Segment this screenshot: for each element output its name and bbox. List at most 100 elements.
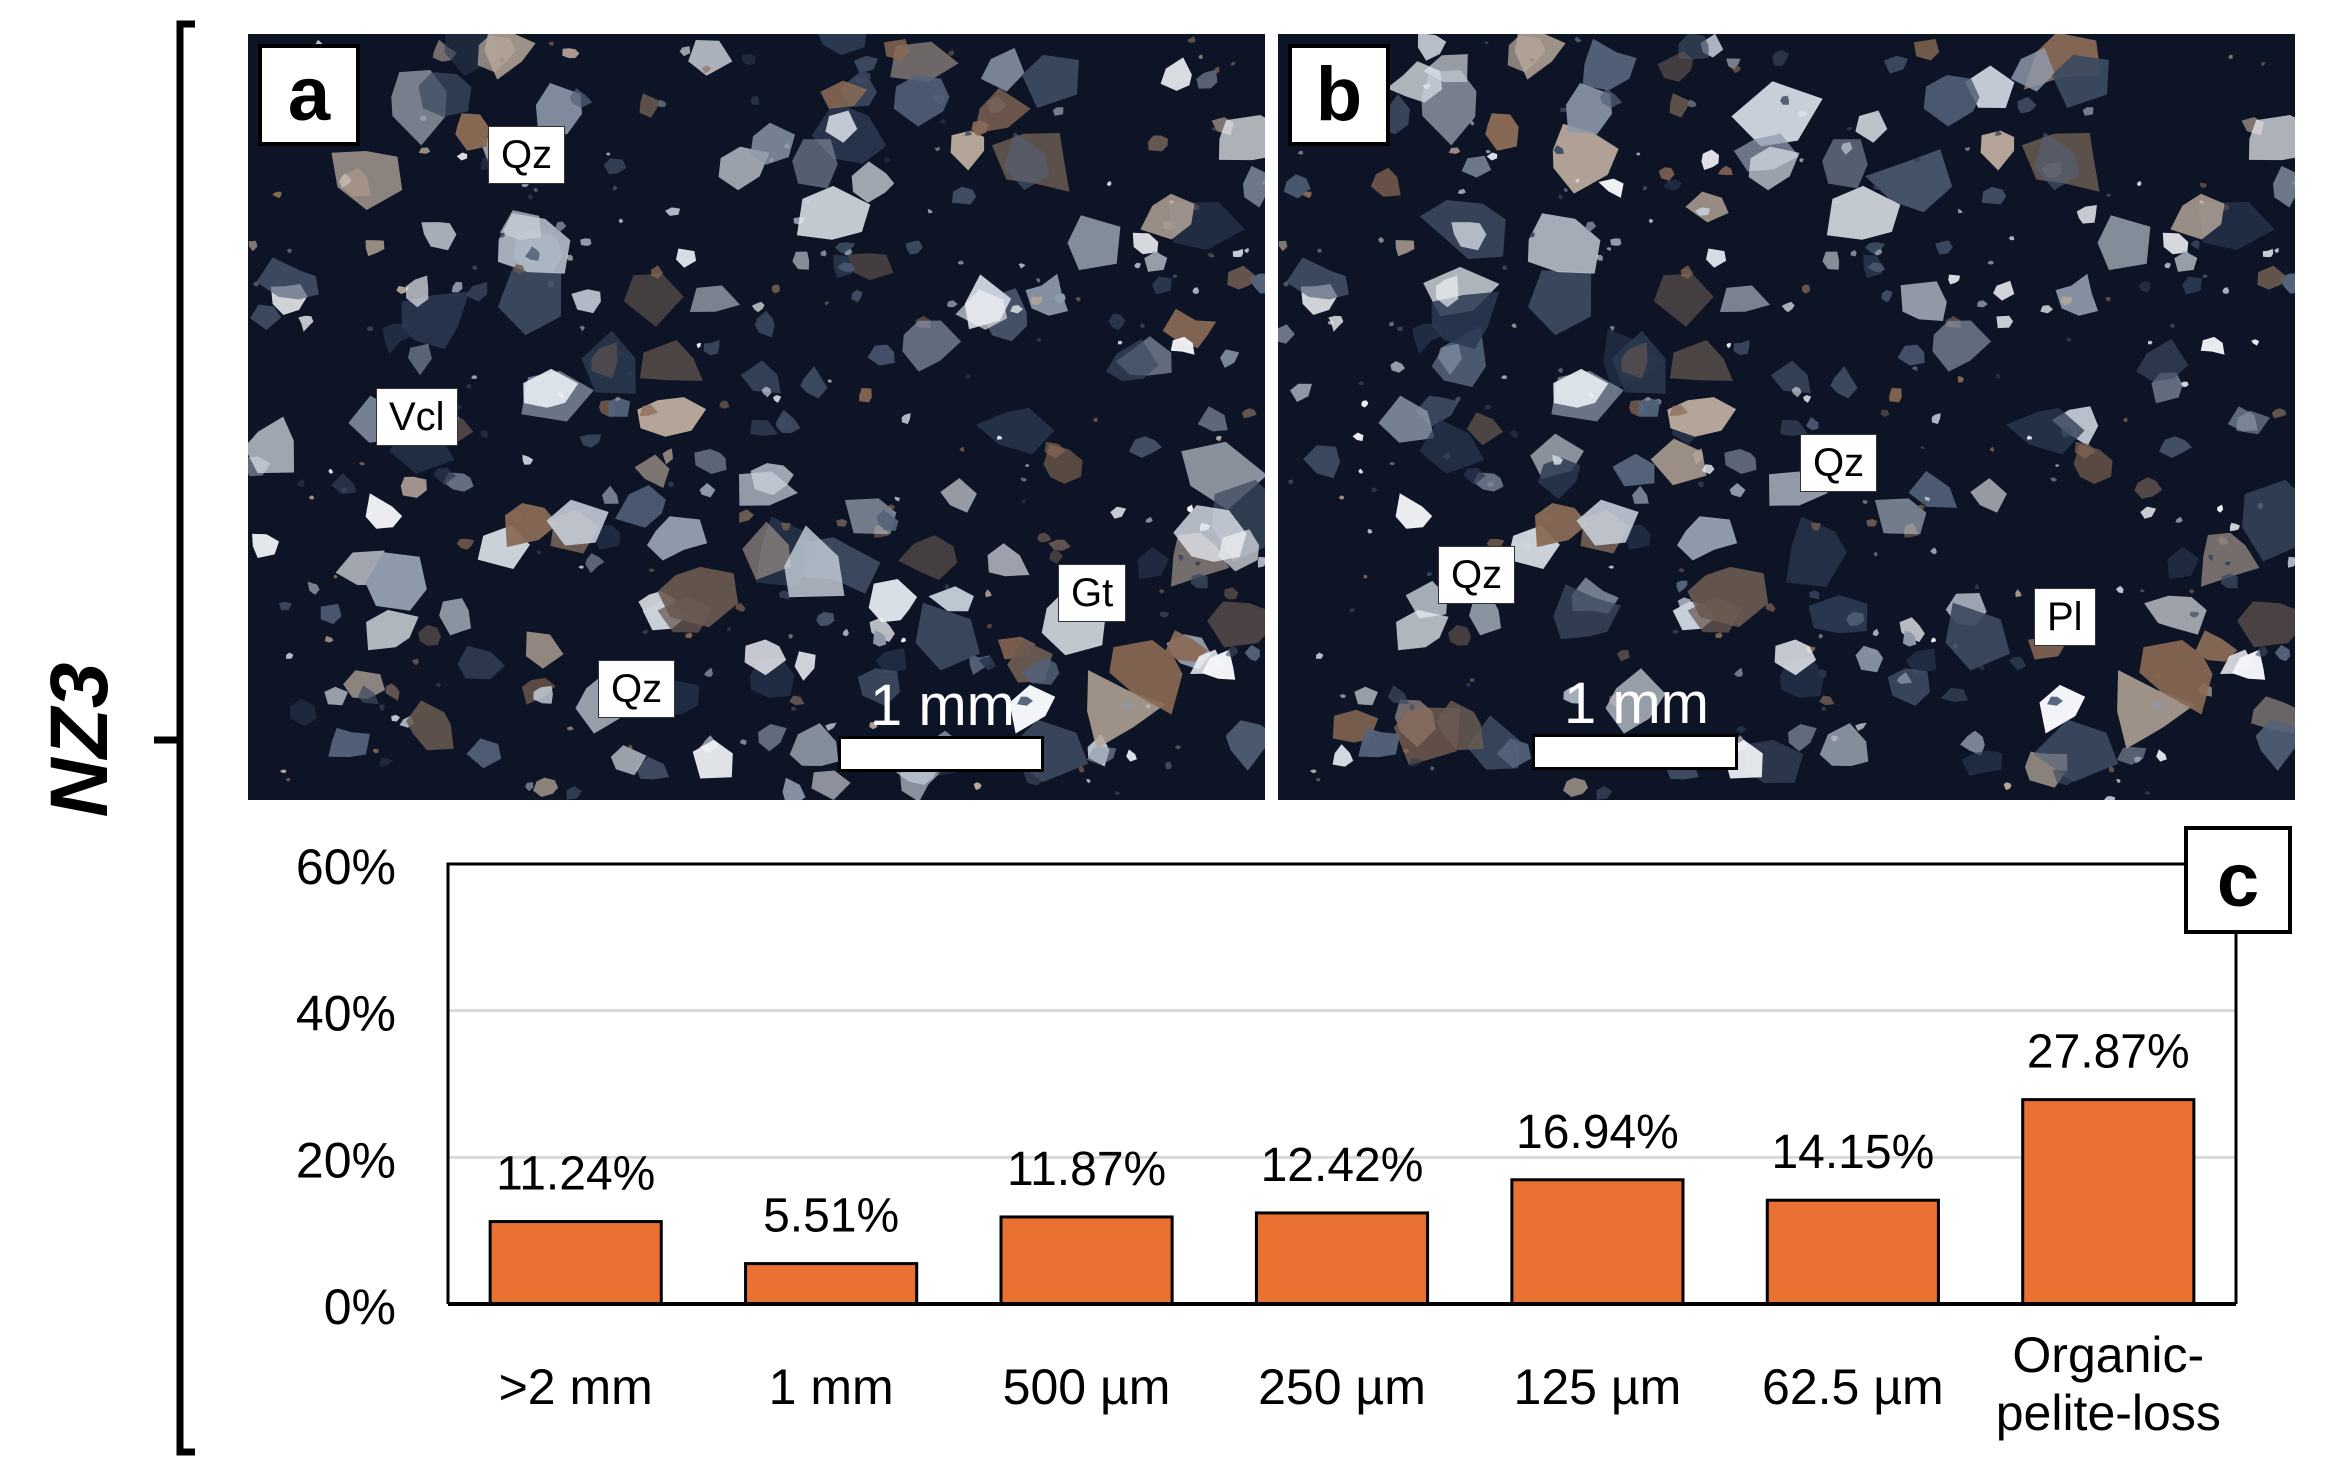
mineral-grain: [973, 782, 982, 791]
mineral-grain: [851, 289, 863, 303]
mineral-grain: [1371, 487, 1378, 492]
mineral-grain: [959, 446, 964, 452]
mineral-grain: [1874, 498, 1927, 535]
x-tick-label: Organic-pelite-loss: [1996, 1327, 2221, 1441]
mineral-grain: [692, 739, 733, 779]
bar-value-label: 11.24%: [496, 1148, 655, 1201]
mineral-grain: [1147, 135, 1168, 152]
mineral-grain: [820, 250, 827, 257]
mineral-grain: [1638, 397, 1661, 417]
mineral-grain: [1340, 694, 1347, 699]
mineral-grain: [2271, 408, 2287, 419]
mineral-grain: [1822, 139, 1868, 189]
mineral-grain: [842, 628, 849, 637]
mineral-grain: [867, 344, 895, 366]
mineral-grain: [696, 343, 701, 349]
mineral-grain: [1419, 419, 1485, 474]
mineral-grain: [2117, 670, 2196, 749]
mineral-grain: [528, 193, 534, 200]
mineral-grain: [875, 648, 907, 674]
mineral-grain: [579, 325, 585, 332]
mineral-grain: [1086, 779, 1091, 784]
mineral-grain: [1596, 786, 1612, 800]
mineral-grain: [1701, 149, 1719, 170]
mineral-grain: [1216, 435, 1222, 442]
mineral-grain: [901, 413, 911, 425]
mineral-grain: [1726, 343, 1731, 349]
mineral-grain: [2274, 247, 2279, 253]
mineral-grain: [2220, 573, 2238, 589]
mineral-grain: [1887, 668, 1930, 706]
mineral-grain: [750, 95, 759, 105]
mineral-grain: [1175, 745, 1182, 750]
mineral-grain: [1361, 400, 1369, 408]
mineral-grain: [2273, 165, 2295, 208]
mineral-grain: [566, 254, 573, 261]
mineral-grain: [618, 218, 623, 224]
mineral-grain: [2033, 719, 2119, 782]
mineral-grain: [1117, 340, 1123, 345]
mineral-grain: [1945, 602, 2010, 671]
mineral-grain: [1244, 644, 1260, 662]
mineral-grain: [2134, 477, 2163, 499]
mineral-grain: [2106, 193, 2112, 198]
mineral-grain: [915, 602, 980, 671]
mineral-grain: [1900, 281, 1947, 321]
mineral-grain: [2050, 477, 2058, 482]
mineral-grain: [1978, 665, 1985, 670]
mineral-grain: [1528, 270, 1592, 336]
mineral-grain: [1724, 449, 1757, 474]
mineral-grain: [1585, 221, 1597, 232]
mineral-grain: [1788, 724, 1817, 752]
mineral-grain: [1820, 706, 1827, 711]
mineral-grain: [1160, 57, 1192, 91]
mineral-grain: [308, 495, 315, 500]
mineral-grain: [2195, 630, 2238, 662]
plot-frame: [446, 862, 2238, 1304]
mineral-grain: [2108, 765, 2115, 773]
mineral-grain: [2040, 305, 2054, 314]
mineral-grain: [1378, 395, 1435, 443]
mineral-label-pl: Pl: [2034, 588, 2096, 646]
mineral-grain: [2255, 720, 2295, 771]
mineral-grain: [818, 34, 867, 56]
mineral-grain: [546, 499, 609, 546]
mineral-grain: [893, 75, 950, 127]
mineral-grain: [800, 366, 828, 399]
mineral-grain: [536, 550, 541, 555]
mineral-grain: [1598, 178, 1624, 198]
mineral-grain: [1426, 572, 1432, 576]
mineral-grain: [1911, 366, 1918, 371]
mineral-grain: [279, 769, 287, 774]
mineral-grain: [456, 538, 475, 550]
bar-value-label: 14.15%: [1771, 1126, 1934, 1179]
mineral-grain: [1774, 639, 1817, 676]
mineral-grain: [1582, 38, 1637, 91]
mineral-grain: [343, 670, 385, 699]
mineral-grain: [2199, 182, 2207, 188]
mineral-grain: [1553, 145, 1565, 155]
mineral-grain: [1935, 240, 1953, 255]
mineral-grain: [2147, 340, 2153, 345]
mineral-grain: [1463, 467, 1486, 486]
mineral-grain: [533, 777, 559, 797]
mineral-grain: [1165, 761, 1172, 770]
mineral-grain: [580, 238, 592, 246]
mineral-grain: [1612, 453, 1655, 487]
mineral-grain: [1358, 380, 1364, 386]
mineral-grain: [602, 485, 619, 504]
bar-value-label: 27.87%: [2027, 1026, 2190, 1079]
mineral-grain: [2003, 782, 2012, 791]
mineral-grain: [2052, 54, 2109, 108]
mineral-grain: [1940, 687, 1968, 703]
mineral-grain: [1486, 152, 1498, 161]
mineral-grain: [608, 397, 631, 417]
mineral-grain: [1563, 685, 1583, 704]
mineral-grain: [1244, 247, 1249, 253]
mineral-grain: [987, 543, 1030, 577]
mineral-grain: [2144, 595, 2207, 635]
bar: [1765, 1198, 1940, 1306]
mineral-grain: [859, 388, 872, 403]
mineral-grain: [701, 65, 712, 74]
mineral-grain: [1770, 360, 1811, 394]
